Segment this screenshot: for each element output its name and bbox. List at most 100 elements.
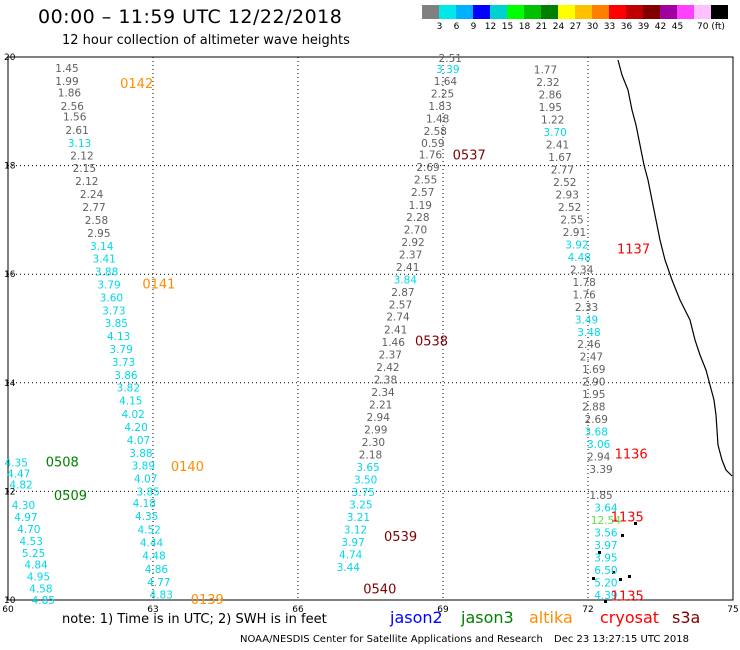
wave-height-value: 1.19 (409, 200, 432, 212)
scale-label: 70 (ft) (697, 22, 725, 32)
wave-height-value: 4.39 (594, 590, 617, 602)
y-tick-label: 12 (4, 487, 15, 497)
wave-height-value: 4.97 (14, 512, 37, 524)
wave-height-value: 2.28 (406, 212, 429, 224)
scale-label: 21 (535, 22, 548, 32)
wave-height-value: 3.64 (594, 503, 618, 515)
scale-swatch (558, 5, 575, 19)
scale-label: 15 (501, 22, 514, 32)
wave-height-value: 1.56 (63, 112, 87, 124)
pass-time-label: 0141 (142, 277, 175, 292)
wave-height-value: 2.52 (553, 177, 576, 189)
wave-height-value: 1.67 (548, 152, 571, 164)
wave-height-value: 3.75 (352, 487, 375, 499)
y-tick-label: 18 (4, 162, 16, 172)
scale-label: 3 (436, 22, 443, 32)
wave-height-value: 2.30 (362, 437, 385, 449)
legend-s3a: s3a (672, 608, 701, 627)
pass-time-label: 1137 (617, 243, 650, 258)
wave-height-value: 3.97 (341, 537, 364, 549)
satellite-legend: note: 1) Time is in UTC; 2) SWH is in fe… (0, 606, 740, 630)
wave-height-value: 4.82 (9, 479, 32, 491)
x-tick-label: 72 (582, 605, 593, 615)
scale-label: 42 (654, 22, 667, 32)
footer-timestamp: Dec 23 13:27:15 UTC 2018 (554, 634, 689, 645)
wave-height-value: 2.77 (551, 164, 574, 176)
wave-height-value: 4.35 (5, 458, 28, 470)
wave-height-value: 4.53 (20, 536, 43, 548)
wave-height-value: 2.69 (585, 414, 608, 426)
y-tick-label: 16 (4, 270, 16, 280)
wave-height-value: 2.12 (70, 150, 93, 162)
wave-height-value: 3.95 (594, 553, 617, 565)
wave-height-value: 1.85 (589, 490, 612, 502)
scale-label: 6 (453, 22, 460, 32)
wave-height-value: 4.77 (147, 577, 170, 589)
wave-height-value: 2.58 (424, 126, 447, 138)
x-tick-label: 63 (147, 605, 158, 615)
plot-frame (7, 56, 734, 601)
scale-label: 45 (671, 22, 684, 32)
pass-time-label: 0540 (363, 583, 396, 598)
wave-height-value: 3.48 (577, 327, 600, 339)
wave-height-value: 12.54 (591, 515, 621, 527)
scale-label: 39 (637, 22, 650, 32)
wave-height-value: 1.46 (382, 337, 406, 349)
wave-height-value: 1.22 (541, 114, 564, 126)
scale-swatch (660, 5, 677, 19)
chart-subtitle: 12 hour collection of altimeter wave hei… (62, 33, 350, 48)
wave-height-value: 4.44 (140, 537, 164, 549)
wave-height-value: 2.12 (75, 176, 98, 188)
legend-altika: altika (529, 608, 573, 627)
scale-swatch (575, 5, 592, 19)
wave-height-value: 3.73 (102, 306, 125, 318)
island-mark (598, 551, 601, 554)
wave-height-value: 0.59 (421, 138, 444, 150)
wave-height-value: 4.52 (137, 524, 160, 536)
wave-height-value: 3.39 (589, 464, 612, 476)
wave-height-value: 5.25 (22, 548, 45, 560)
scale-swatch (626, 5, 643, 19)
scale-label: 12 (484, 22, 497, 32)
pass-time-label: 0509 (54, 489, 87, 504)
pass-time-label: 0139 (191, 593, 224, 608)
wave-height-value: 1.95 (582, 389, 605, 401)
wave-height-value: 2.41 (396, 262, 419, 274)
wave-height-value: 3.88 (95, 266, 118, 278)
wave-height-value: 2.21 (369, 400, 392, 412)
wave-height-value: 2.41 (546, 139, 569, 151)
pass-time-label: 0537 (453, 149, 486, 164)
wave-height-value: 4.15 (119, 396, 142, 408)
x-tick-label: 60 (2, 605, 14, 615)
wave-height-value: 4.07 (127, 435, 150, 447)
coastline (617, 59, 733, 477)
wave-height-value: 4.48 (142, 550, 165, 562)
wave-height-value: 3.92 (565, 239, 588, 251)
island-mark (621, 534, 624, 537)
wave-height-value: 2.57 (389, 300, 412, 312)
wave-height-value: 1.45 (55, 63, 78, 75)
island-mark (592, 577, 595, 580)
y-tick-label: 14 (4, 379, 16, 389)
wave-height-value: 2.88 (582, 402, 605, 414)
scale-swatch (677, 5, 694, 19)
wave-height-value: 2.58 (85, 215, 108, 227)
wave-height-value: 4.30 (12, 500, 35, 512)
wave-height-value: 3.14 (90, 241, 114, 253)
wave-height-value: 3.84 (394, 275, 418, 287)
wave-height-value: 3.21 (347, 512, 370, 524)
wave-height-value: 1.48 (426, 113, 449, 125)
wave-height-value: 4.84 (24, 560, 48, 572)
wave-height-value: 3.39 (436, 64, 459, 76)
wave-height-value: 3.97 (594, 540, 617, 552)
wave-height-value: 2.15 (73, 163, 96, 175)
footer-credit: NOAA/NESDIS Center for Satellite Applica… (240, 634, 543, 645)
wave-height-value: 2.42 (376, 362, 399, 374)
wave-height-value: 2.61 (65, 125, 88, 137)
wave-height-value: 1.99 (55, 76, 78, 88)
wave-height-value: 3.25 (349, 499, 372, 511)
wave-height-value: 2.56 (61, 101, 85, 113)
pass-time-label: 1136 (615, 447, 648, 462)
wave-height-value: 3.73 (112, 357, 135, 369)
scale-label: 24 (552, 22, 565, 32)
